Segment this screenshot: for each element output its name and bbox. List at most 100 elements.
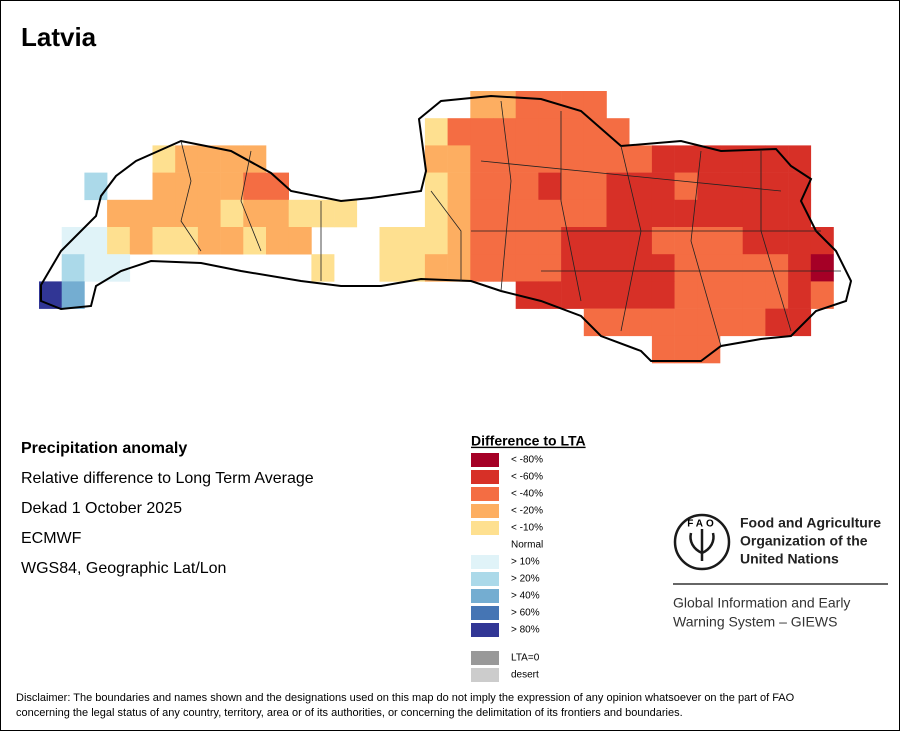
grid-cell [447,118,471,146]
country-outline [40,94,853,362]
grid-cell [538,145,562,173]
grid-cell [765,281,789,309]
grid-cell [129,227,153,255]
grid-cell [788,199,812,228]
grid-cell [674,199,698,228]
grid-cell [742,227,766,255]
legend-swatch [471,470,499,484]
grid-cell [810,281,834,309]
legend-swatch [471,589,499,603]
grid-cell [583,91,607,119]
grid-cell [424,199,448,228]
legend-label: > 40% [511,591,540,602]
grid-cell [788,308,812,337]
grid-cell [697,227,721,255]
grid-cell [538,227,562,255]
system-line: Global Information and Early [673,595,850,611]
grid-cell [447,145,471,173]
organization-line: Organization of the [740,533,868,549]
grid-cell [129,199,153,228]
grid-cell [243,199,267,228]
grid-cell [697,199,721,228]
grid-cell [311,199,335,228]
grid-cell [674,281,698,309]
legend: < -80% < -60% < -40% < -20% < -10% Normal > 10… [471,453,543,682]
grid-cell [538,118,562,146]
grid-cell [220,199,244,228]
grid-cell [651,308,675,337]
legend-swatch [471,668,499,682]
grid-cell [84,254,108,282]
grid-cell [629,308,653,337]
grid-cell [629,199,653,228]
grid-cell [765,199,789,228]
grid-cell [606,118,630,146]
grid-cell [220,172,244,201]
grid-cell [447,227,471,255]
grid-cell [674,335,698,364]
grid-cell [742,308,766,337]
grid-cell [629,172,653,201]
grid-cell [424,172,448,201]
grid-cell [606,227,630,255]
grid-cell [583,254,607,282]
grid-cell [515,91,539,119]
grid-cell [515,281,539,309]
grid-cell [651,335,675,364]
grid-cell [515,118,539,146]
grid-cell [697,281,721,309]
grid-cell [765,172,789,201]
grid-cell [606,308,630,337]
grid-cell [788,145,812,173]
grid-cell [651,281,675,309]
system-line: Warning System – GIEWS [673,614,837,630]
grid-cell [175,172,199,201]
grid-cell [220,145,244,173]
grid-cell [152,145,176,173]
grid-cell [810,254,834,282]
legend-swatch [471,623,499,637]
grid-cell [697,145,721,173]
grid-cell [561,118,585,146]
legend-swatch [471,453,499,467]
disclaimer-line: Disclaimer: The boundaries and names sho… [16,692,795,704]
grid-cell [84,172,108,201]
grid-cell [175,227,199,255]
grid-cell [651,172,675,201]
grid-cell [107,199,131,228]
grid-cell [561,254,585,282]
grid-cell [538,172,562,201]
grid-cell [561,145,585,173]
legend-swatch [471,521,499,535]
disclaimer: Disclaimer: The boundaries and names sho… [16,692,795,719]
grid-cell [561,227,585,255]
legend-swatch [471,606,499,620]
grid-cell [424,227,448,255]
legend-swatch [471,504,499,518]
grid-cell [493,91,516,119]
grid-cell [810,227,834,255]
grid-cell [197,145,221,173]
grid-cell [493,172,516,201]
grid-cell [493,199,516,228]
grid-cell [197,172,221,201]
grid-cell [152,199,176,228]
grid-cell [470,227,494,255]
grid-cell [561,172,585,201]
grid-cell [334,199,358,228]
map-title: Latvia [21,22,97,52]
panel-line: WGS84, Geographic Lat/Lon [21,560,226,577]
grid-cell [651,199,675,228]
legend-label: desert [511,670,539,681]
organization-line: United Nations [740,551,839,567]
grid-cell [606,254,630,282]
grid-cell [765,254,789,282]
admin-boundaries [180,100,841,347]
logo-letters: FAO [687,519,717,530]
grid-cell [266,227,289,255]
grid-cell [152,227,176,255]
anomaly-grid [39,91,834,364]
grid-cell [447,254,471,282]
grid-cell [651,227,675,255]
panel-lines: Relative difference to Long Term Average… [21,470,314,577]
